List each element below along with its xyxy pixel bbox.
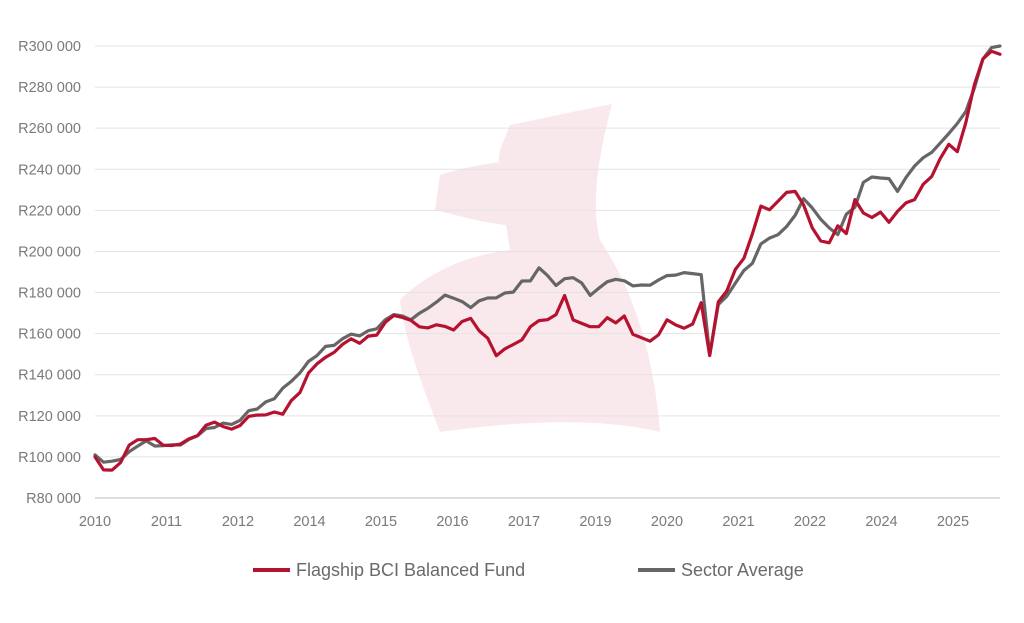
y-tick-label: R200 000 [18,244,81,260]
legend-item-flagship-fund-label: Flagship BCI Balanced Fund [296,560,525,580]
y-tick-label: R180 000 [18,286,81,302]
legend: Flagship BCI Balanced Fund Sector Average [253,560,804,580]
y-tick-label: R260 000 [18,121,81,137]
x-tick-label: 2016 [436,514,468,530]
legend-item-sector-average-label: Sector Average [681,560,804,580]
y-tick-label: R140 000 [18,368,81,384]
x-tick-label: 2012 [222,514,254,530]
y-tick-label: R280 000 [18,80,81,96]
ship-watermark-logo [400,104,660,432]
x-tick-label: 2024 [865,514,897,530]
y-tick-label: R100 000 [18,450,81,466]
x-tick-label: 2011 [151,514,182,530]
series-lines [93,44,1002,472]
y-axis-tick-labels: R80 000 R100 000 R120 000 R140 000 R160 000 R… [18,39,81,507]
y-tick-label: R80 000 [26,491,81,507]
x-tick-label: 2021 [722,514,754,530]
y-tick-label: R240 000 [18,162,81,178]
x-axis-tick-labels: 2010 2011 2012 2014 2015 2016 2017 2019 2020 2021… [79,514,969,530]
x-tick-label: 2025 [937,514,969,530]
x-tick-label: 2022 [794,514,826,530]
x-tick-label: 2010 [79,514,111,530]
series-line-flagship-fund [93,49,1002,472]
series-line-sector-average [93,44,1002,464]
y-tick-label: R300 000 [18,39,81,55]
y-tick-label: R160 000 [18,327,81,343]
y-tick-label: R220 000 [18,203,81,219]
x-tick-label: 2017 [508,514,540,530]
x-tick-label: 2014 [293,514,325,530]
x-tick-label: 2020 [651,514,683,530]
y-tick-label: R120 000 [18,409,81,425]
x-tick-label: 2019 [579,514,611,530]
x-tick-label: 2015 [365,514,397,530]
